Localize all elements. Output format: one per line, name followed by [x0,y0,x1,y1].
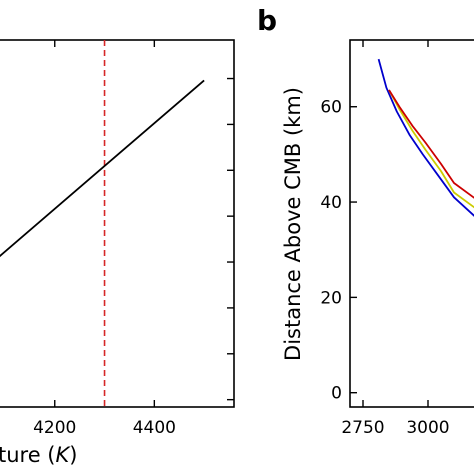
panel-a-x-tick-label: 4200 [33,418,76,438]
panel-a-x-tick-label: 4400 [133,418,176,438]
panel-b-x-tick-label: 2750 [341,418,384,438]
panel-b-series-line [388,89,474,199]
panel-b-tick-labels: 0 20 40 60 2750 3000 [320,98,449,438]
panel-a-plot-area [0,40,205,407]
panel-a-x-axis-label: ture (K) [0,443,78,467]
panel-a: 4200 4400 ture (K) [0,39,235,467]
panel-b-y-tick-label: 40 [320,193,342,213]
panel-b-y-tick-label: 0 [331,384,342,404]
panel-a-ticks [54,40,234,407]
panel-b-y-axis-label: Distance Above CMB (km) [281,87,305,361]
panel-a-tick-labels: 4200 4400 [33,418,176,438]
panel-b-plot-area [377,58,474,217]
panel-b-y-tick-label: 20 [320,288,342,308]
panel-b-x-tick-label: 3000 [406,418,449,438]
panel-b-series-line [377,58,474,217]
panel-a-axes-frame [0,39,235,408]
panel-b-series-line [388,89,474,209]
panel-a-series-line [0,79,205,258]
panel-b-y-tick-label: 60 [320,98,342,118]
panel-b-label: b [257,4,277,37]
panel-b-ticks [350,40,429,407]
panel-b: b 0 20 40 60 2750 3000 Distance Above CMB (km… [257,4,474,438]
panel-b-axes-frame [349,39,474,408]
